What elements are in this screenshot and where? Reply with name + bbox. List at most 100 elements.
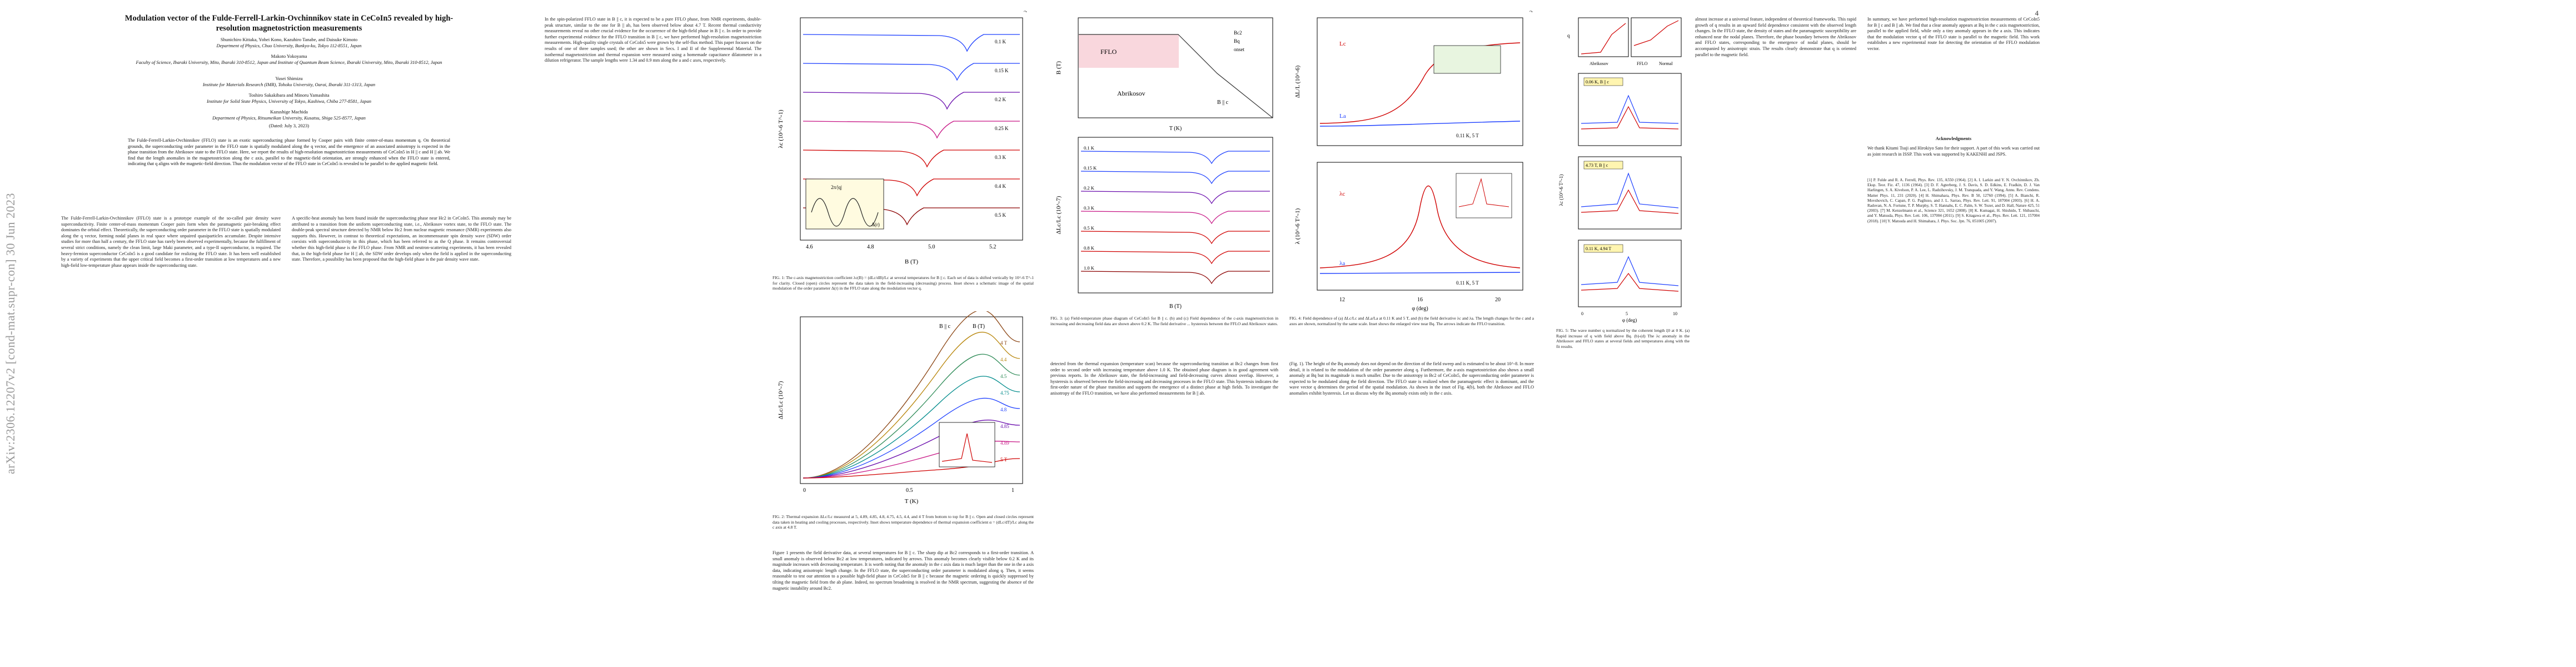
page1-col-left: The Fulde-Ferrell-Larkin-Ovchinnikov (FF… [61, 216, 281, 268]
fig3a-field-label: B || c [1217, 99, 1229, 106]
fig5a-label-0: Abrikosov [1590, 61, 1608, 66]
fig2-curve [803, 331, 1020, 479]
fig3b-curve [1080, 231, 1270, 245]
figure-3: FFLO Abrikosov B || c Bc2 Bq onset B (T)… [1050, 12, 1278, 312]
fig2-label-4.8: 4.8 [1000, 407, 1007, 412]
fig3a-xlabel: T (K) [1169, 126, 1182, 132]
page-2: 2 In the spin-polarized FFLO state in B … [534, 0, 1038, 667]
fig5a-label-2: Normal [1659, 61, 1673, 66]
fig2-label-field: B || c [939, 323, 951, 330]
fig5-xlabel: φ (deg) [1622, 317, 1637, 323]
fig3b-temp-label: 0.5 K [1084, 225, 1095, 231]
fig4b-label-la: λa [1339, 260, 1345, 267]
fig2-curve [803, 354, 1020, 479]
fig3b-curve [1080, 151, 1270, 165]
fig1-curve [803, 63, 1020, 81]
fig2-label-4.4: 4.4 [1000, 357, 1007, 362]
fig4-caption: FIG. 4: Field dependence of (a) ΔLc/Lc a… [1289, 316, 1534, 326]
fig4b-ylabel: λ (10^-6 T^-1) [1294, 208, 1301, 244]
fig3b-temp-label: 1.0 K [1084, 265, 1095, 271]
fig2-xtick-1: 0.5 [906, 487, 913, 494]
fig5a-ylabel: q [1567, 33, 1570, 38]
fig5-caption: FIG. 5: The wave number q normalized by … [1556, 328, 1690, 349]
fig1-temp-label: 0.15 K [995, 68, 1009, 73]
page3-col-left: detected from the thermal expansion (tem… [1050, 361, 1278, 396]
fig2-xtick-0: 0 [803, 487, 806, 494]
figure-1: 0.1 K 0.15 K 0.2 K 0.25 K 0.3 K 0.4 K 0.5 K λc… [773, 12, 1034, 273]
fig3b-temp-label: 0.8 K [1084, 245, 1095, 251]
fig3b-ylabel: ΔLc/Lc (10^-7) [1055, 196, 1062, 234]
fig5a-label-1: FFLO [1637, 61, 1648, 66]
fig4a-annot: 0.11 K, 5 T [1456, 133, 1479, 138]
page-4: 4 Abrikosov FFLO Normal q 0.06 K, B || c… [1545, 0, 2050, 667]
affiliation-1: Department of Physics, Chuo University, … [216, 43, 362, 48]
fig2-curve [803, 441, 1020, 479]
fig4b-xtick-2: 20 [1495, 297, 1501, 303]
affiliation-5: Department of Physics, Ritsumeikan Unive… [212, 115, 366, 121]
page4-col-right: In summary, we have performed high-resol… [1867, 17, 2040, 51]
fig2-curve [803, 420, 1020, 479]
fig1-temp-label: 0.2 K [995, 97, 1007, 102]
fig4a-label-la: La [1339, 113, 1346, 120]
fig1-curve [803, 178, 1020, 197]
affiliation-3: Institute for Materials Research (IMR), … [202, 82, 376, 87]
authors-5: Kazushige Machida [270, 109, 308, 115]
figure-5: Abrikosov FFLO Normal q 0.06 K, B || c 4… [1556, 12, 1690, 323]
figure-1-plot: 0.1 K 0.15 K 0.2 K 0.25 K 0.3 K 0.4 K 0.5 K λc… [778, 17, 1023, 265]
fig5-ylabel: λc (10^-6 T^-1) [1558, 175, 1564, 206]
figure-4-plot: Lc La 0.11 K, 5 T ΔL/L (10^-6) λc λa 0.1… [1294, 17, 1523, 312]
page3-col-right: (Fig. 1). The height of the Bq anomaly d… [1289, 361, 1534, 396]
fig5b-label: 0.06 K, B || c [1586, 79, 1609, 84]
page1-col-right: A specific-heat anomaly has been found i… [292, 216, 511, 262]
fig3b-temp-label: 0.15 K [1084, 165, 1097, 171]
fig1-caption: FIG. 1: The c-axis magnetostriction coef… [773, 275, 1034, 291]
figure-2-plot: ΔLc/Lc (10^-7) T (K) 0 0.5 1 B || c B (T… [778, 311, 1023, 505]
fig1-temp-label: 0.5 K [995, 212, 1007, 218]
fig4b-annot: 0.11 K, 5 T [1456, 280, 1479, 286]
fig1-curve [803, 207, 1020, 226]
fig3b-temp-label: 0.2 K [1084, 185, 1095, 191]
fig1-inset-symbol: Δ(r) [871, 222, 880, 227]
fig3b-curve [1080, 271, 1270, 285]
fig3b-curve [1080, 171, 1270, 185]
fig3b-temp-label: 0.1 K [1084, 145, 1095, 151]
fig3b-curve [1080, 251, 1270, 265]
fig3a-legend-0: Bc2 [1234, 30, 1242, 36]
fig5-xtick-0: 0 [1581, 311, 1583, 316]
arxiv-id: arXiv:2306.12207v2 [cond-mat.supr-con] 3… [3, 192, 17, 475]
fig1-xtick-2: 5.0 [928, 244, 935, 250]
figure-3-plot: FFLO Abrikosov B || c Bc2 Bq onset B (T)… [1055, 17, 1273, 310]
figure-2: ΔLc/Lc (10^-7) T (K) 0 0.5 1 B || c B (T… [773, 311, 1034, 511]
acknowledgments-text: We thank Kitami Tsuji and Hirokiyo Sato … [1867, 146, 2040, 157]
dated: (Dated: July 3, 2023) [268, 123, 310, 128]
fig3b-curve [1080, 211, 1270, 225]
fig1-xlabel: B (T) [905, 258, 918, 265]
fig4b-xtick-0: 12 [1339, 297, 1345, 303]
page-1: Modulation vector of the Fulde-Ferrell-L… [28, 0, 532, 667]
fig5-xtick-2: 10 [1673, 311, 1677, 316]
fig1-curve [803, 92, 1020, 110]
fig1-xtick-1: 4.8 [867, 244, 874, 250]
page4-col-left: almost increase at a universal feature, … [1695, 17, 1856, 57]
fig3a-legend-2: onset [1234, 47, 1244, 52]
fig2-label-4.75: 4.75 [1000, 390, 1009, 396]
fig3b-temp-label: 0.3 K [1084, 205, 1095, 211]
authors-block-5: Kazushige Machida Department of Physics,… [111, 109, 467, 129]
fig4a-ylabel: ΔL/L (10^-6) [1294, 65, 1301, 98]
fig1-temp-label: 0.3 K [995, 155, 1007, 160]
paper-title: Modulation vector of the Fulde-Ferrell-L… [124, 14, 454, 33]
fig4b-label-lc: λc [1339, 191, 1345, 197]
authors-3: Yusei Shimizu [275, 76, 303, 81]
page2-col-left: In the spin-polarized FFLO state in B ||… [545, 17, 761, 63]
fig2-label-4.5: 4.5 [1000, 374, 1007, 379]
fig2-label-4.85: 4.85 [1000, 424, 1009, 429]
fig3a-ylabel: B (T) [1055, 61, 1062, 74]
affiliation-4: Institute for Solid State Physics, Unive… [207, 98, 371, 104]
fig1-curve [803, 34, 1020, 52]
fig2-curve [803, 458, 1020, 479]
fig3b-curve [1080, 191, 1270, 205]
fig1-ylabel: λc (10^-6 T^-1) [778, 109, 784, 148]
fig1-xtick-0: 4.6 [806, 244, 813, 250]
fig2-label-unit: B (T) [973, 323, 985, 330]
fig2-xlabel: T (K) [905, 498, 919, 505]
